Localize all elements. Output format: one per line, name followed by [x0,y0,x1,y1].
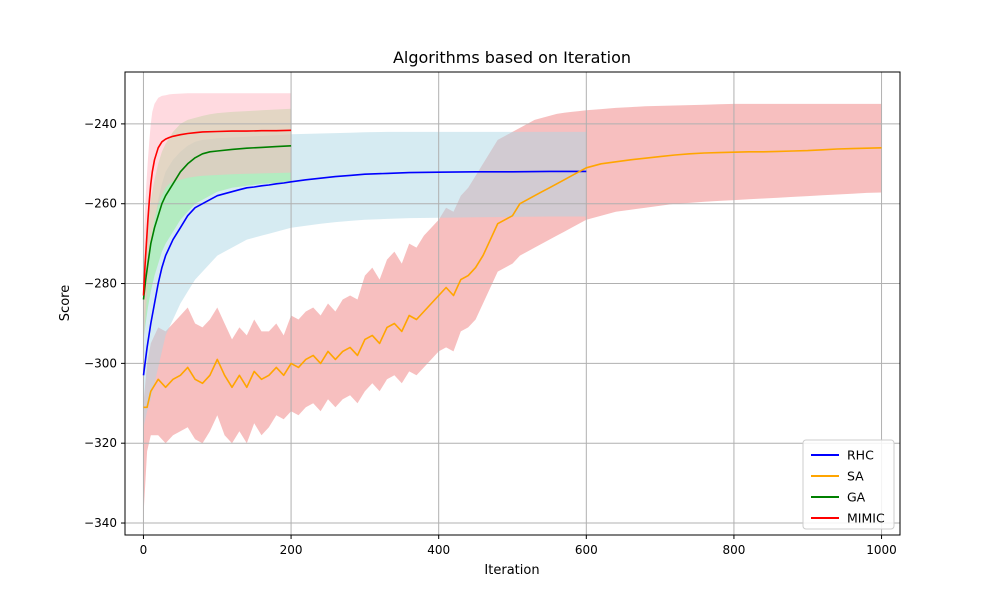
x-tick-label: 600 [575,543,598,557]
y-tick-label: −240 [84,117,117,131]
x-tick-label: 1000 [866,543,897,557]
legend-box [802,439,895,530]
y-tick-label: −280 [84,277,117,291]
x-tick-label: 0 [140,543,148,557]
y-axis-label: Score [58,285,73,321]
x-tick-label: 200 [280,543,303,557]
y-tick-label: −340 [84,516,117,530]
y-axis-ticks: −340 −320 −300 −280 −260 −240 [84,117,125,530]
series-lines [142,129,882,409]
x-axis-ticks: 0 200 400 600 800 1000 [140,535,897,557]
legend-label-rhc: RHC [847,448,874,463]
x-tick-label: 800 [722,543,745,557]
y-tick-label: −320 [84,436,117,450]
band-rhc [143,131,587,428]
plot-frame [124,71,901,536]
x-tick-label: 400 [427,543,450,557]
legend: RHC SA GA MIMIC [802,439,895,530]
band-mimic [143,93,292,348]
line-mimic [142,129,292,296]
line-rhc [142,170,587,376]
confidence-bands [143,93,882,516]
line-sa [143,147,882,409]
legend-label-ga: GA [847,490,866,505]
grid-lines [125,72,900,535]
line-ga [142,145,292,300]
y-tick-label: −300 [84,356,117,370]
chart-title: Algorithms based on Iteration [393,48,631,67]
x-axis-label: Iteration [484,563,539,578]
legend-label-sa: SA [847,469,864,484]
y-tick-label: −260 [84,197,117,211]
legend-label-mimic: MIMIC [847,511,885,526]
